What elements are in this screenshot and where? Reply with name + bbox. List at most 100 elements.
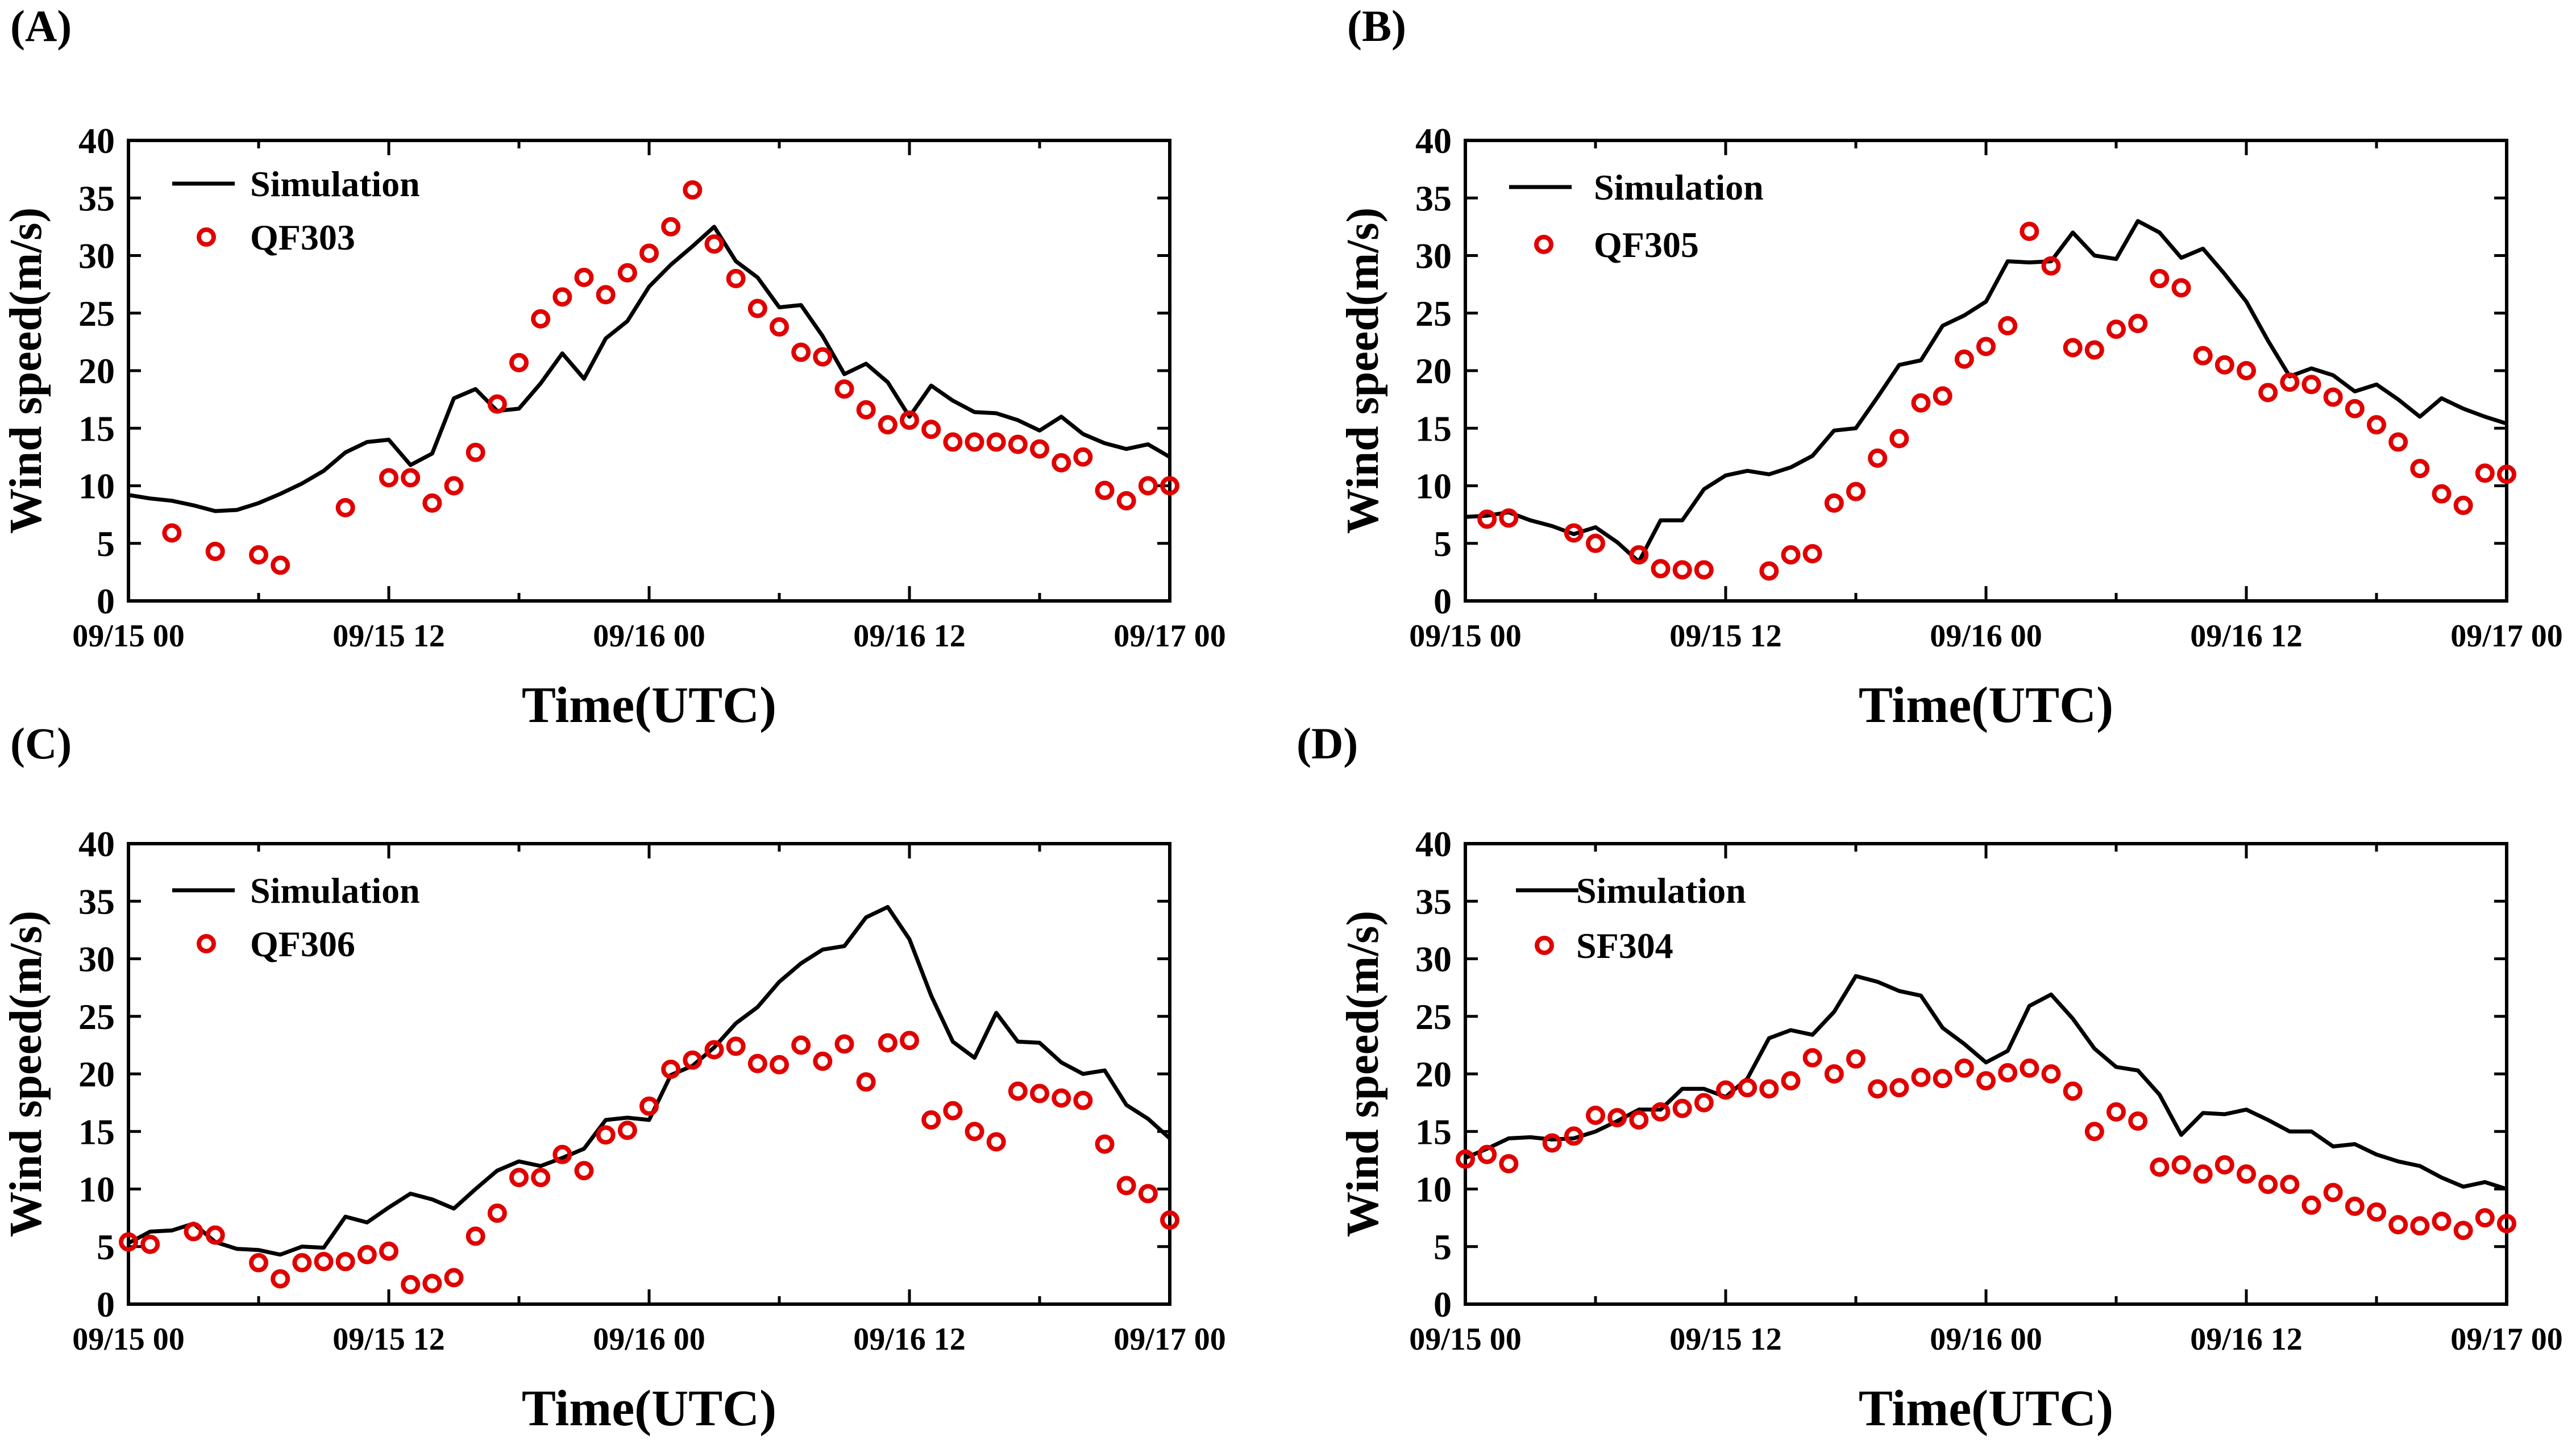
observation-point	[704, 1040, 724, 1060]
observation-point	[1052, 1088, 1071, 1108]
y-tick-label: 5	[97, 524, 115, 564]
observation-point	[639, 1096, 659, 1116]
observation-point	[856, 400, 876, 420]
x-tick-label: 09/16 12	[853, 1322, 966, 1357]
y-tick-label: 15	[1415, 408, 1452, 449]
x-tick-label: 09/16 00	[1930, 1322, 2042, 1357]
observation-point	[2171, 278, 2191, 298]
observation-point	[422, 493, 442, 513]
observation-point	[1868, 1079, 1888, 1099]
legend: Simulation QF306	[172, 870, 420, 964]
observation-point	[1846, 1049, 1865, 1069]
observation-point	[2020, 1058, 2039, 1078]
y-tick-label: 30	[1415, 939, 1452, 980]
observation-point	[1651, 559, 1671, 579]
y-tick-label: 0	[97, 581, 115, 621]
observation-point	[1889, 429, 1909, 449]
observation-point	[2367, 415, 2386, 435]
observation-point	[943, 432, 963, 452]
observation-point	[986, 432, 1006, 452]
observation-point	[2063, 1081, 2083, 1101]
observation-point	[466, 442, 485, 462]
y-tick-label: 0	[1434, 581, 1452, 621]
y-tick-label: 5	[97, 1227, 115, 1267]
observation-point	[2128, 1111, 2148, 1131]
observation-point	[487, 1204, 507, 1223]
observation-point	[531, 1168, 551, 1188]
legend: Simulation QF305	[1509, 167, 1764, 265]
observation-point	[2128, 313, 2148, 333]
observation-point	[617, 1121, 637, 1140]
observation-point	[2410, 459, 2430, 479]
observation-point	[119, 1232, 138, 1252]
y-tick-label: 40	[78, 824, 115, 864]
observation-point	[1954, 1058, 1974, 1078]
y-axis-label: Wind speed(m/s)	[1338, 911, 1388, 1237]
observation-point	[335, 1252, 355, 1272]
observation-point	[726, 269, 746, 288]
y-tick-label: 35	[78, 881, 115, 922]
observation-point	[509, 1168, 529, 1188]
observation-point	[2497, 464, 2516, 484]
y-tick-label: 5	[1434, 524, 1452, 564]
observation-point	[2237, 1164, 2256, 1184]
observation-point	[1030, 1084, 1049, 1103]
observation-point	[466, 1226, 485, 1246]
observation-point	[1138, 1184, 1158, 1204]
simulation-line	[127, 904, 1171, 1257]
legend-simulation-label: Simulation	[250, 164, 420, 204]
observation-point	[1672, 560, 1692, 580]
observation-point	[834, 379, 854, 399]
observation-point	[1116, 1176, 1136, 1196]
observation-point	[2280, 372, 2300, 392]
y-tick-label: 35	[1415, 178, 1452, 218]
observation-point	[1456, 1149, 1475, 1169]
observation-point	[2193, 1164, 2213, 1184]
panel-label: (A)	[10, 1, 72, 51]
observation-point	[1116, 491, 1136, 511]
observation-point	[2323, 387, 2343, 407]
observation-point	[2041, 256, 2061, 276]
x-tick-label: 09/16 00	[593, 1322, 705, 1357]
observation-point	[357, 1244, 377, 1264]
observation-point	[2410, 1216, 2430, 1236]
y-tick-label: 10	[78, 1169, 115, 1210]
observation-point	[2258, 1175, 2278, 1194]
observation-point	[1781, 1071, 1801, 1091]
observation-point	[1694, 1093, 1714, 1113]
observation-point	[1911, 393, 1931, 413]
observation-point	[943, 1101, 963, 1121]
x-axis-label: Time(UTC)	[1859, 677, 2113, 733]
observation-point	[1138, 476, 1158, 496]
legend-observation-label: QF306	[250, 924, 355, 964]
observation-point	[1477, 1144, 1497, 1164]
observation-point	[1954, 349, 1974, 369]
y-tick-label: 10	[1415, 1169, 1452, 1210]
observation-point	[1889, 1078, 1909, 1098]
observation-point	[574, 1161, 594, 1181]
observation-point	[1651, 1102, 1671, 1122]
panel-c: (C) 0 5 10 15 20 25 30 35 40 09/15 00 09/15 12 09/1…	[1, 719, 1226, 1437]
y-tick-label: 30	[78, 939, 115, 980]
observation-point	[205, 1225, 225, 1245]
x-tick-label: 09/17 00	[1114, 1322, 1226, 1357]
observation-point	[2063, 338, 2083, 358]
simulation-line	[1464, 974, 2508, 1191]
observation-point	[444, 476, 464, 496]
x-tick-label: 09/17 00	[1114, 619, 1226, 654]
observation-point	[1499, 508, 1519, 528]
observation-point	[1095, 480, 1115, 500]
observation-point	[2084, 1122, 2104, 1142]
legend-observation-marker	[1535, 936, 1554, 955]
observation-point	[335, 497, 355, 517]
plot-area: 0 5 10 15 20 25 30 35 40 09/15 00 09/15 12 09/16 00…	[1409, 121, 2563, 654]
x-tick-label: 09/16 12	[853, 619, 966, 654]
plot-area: 0 5 10 15 20 25 30 35 40 09/15 00 09/15 12 09/16 00…	[72, 824, 1226, 1357]
x-axis-label: Time(UTC)	[522, 1380, 776, 1437]
observation-point	[2475, 463, 2495, 483]
observation-point	[639, 243, 659, 263]
y-tick-label: 40	[78, 121, 115, 161]
panel-a: (A) 0 5 10 15 20 25 30 35 40 09/15 00 09/15 12 09/1…	[1, 1, 1226, 733]
observation-point	[1759, 561, 1779, 581]
